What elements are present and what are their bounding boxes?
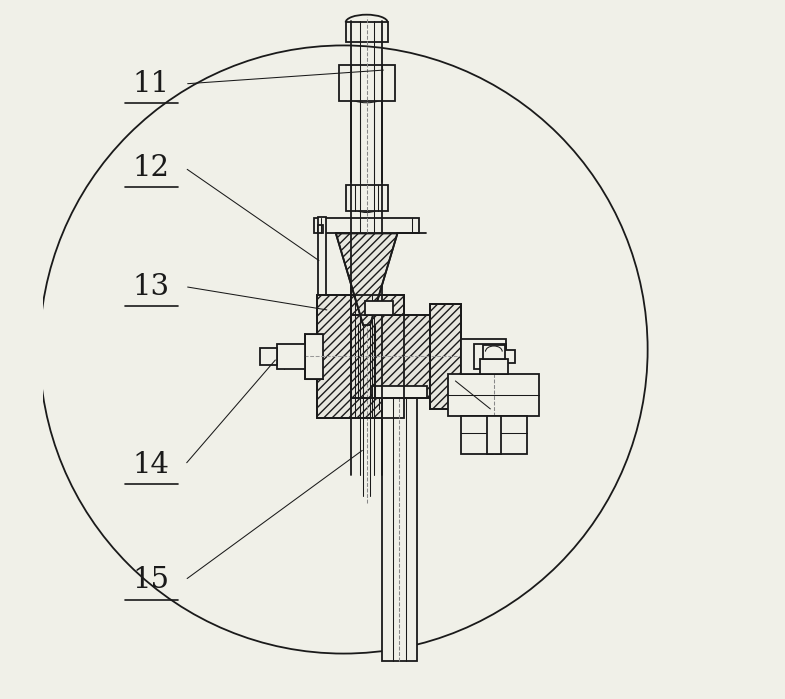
Polygon shape <box>351 315 429 398</box>
Bar <box>345 22 388 42</box>
Bar <box>498 350 515 363</box>
Bar <box>305 334 323 379</box>
Bar <box>318 217 326 356</box>
Bar <box>314 218 419 233</box>
Text: 11: 11 <box>133 70 170 98</box>
Bar <box>461 339 506 374</box>
Bar <box>473 344 506 369</box>
Bar <box>365 301 393 315</box>
Bar <box>448 374 539 416</box>
Bar <box>429 304 461 409</box>
Polygon shape <box>317 295 403 418</box>
Bar <box>461 416 527 454</box>
Text: 12: 12 <box>133 154 170 182</box>
Bar <box>318 225 323 233</box>
Bar <box>483 345 505 359</box>
Text: 13: 13 <box>133 273 170 301</box>
Bar <box>371 386 428 398</box>
Bar <box>485 347 506 366</box>
Bar <box>338 65 395 101</box>
Bar <box>480 359 508 374</box>
Bar <box>487 416 501 454</box>
Bar <box>260 348 277 365</box>
Bar <box>345 185 388 211</box>
Bar <box>277 344 305 369</box>
Polygon shape <box>429 304 461 409</box>
Bar <box>382 398 417 661</box>
Text: 14: 14 <box>133 451 170 479</box>
Polygon shape <box>336 233 397 325</box>
Bar <box>317 295 403 418</box>
Bar <box>351 315 429 398</box>
Text: 15: 15 <box>133 566 170 594</box>
